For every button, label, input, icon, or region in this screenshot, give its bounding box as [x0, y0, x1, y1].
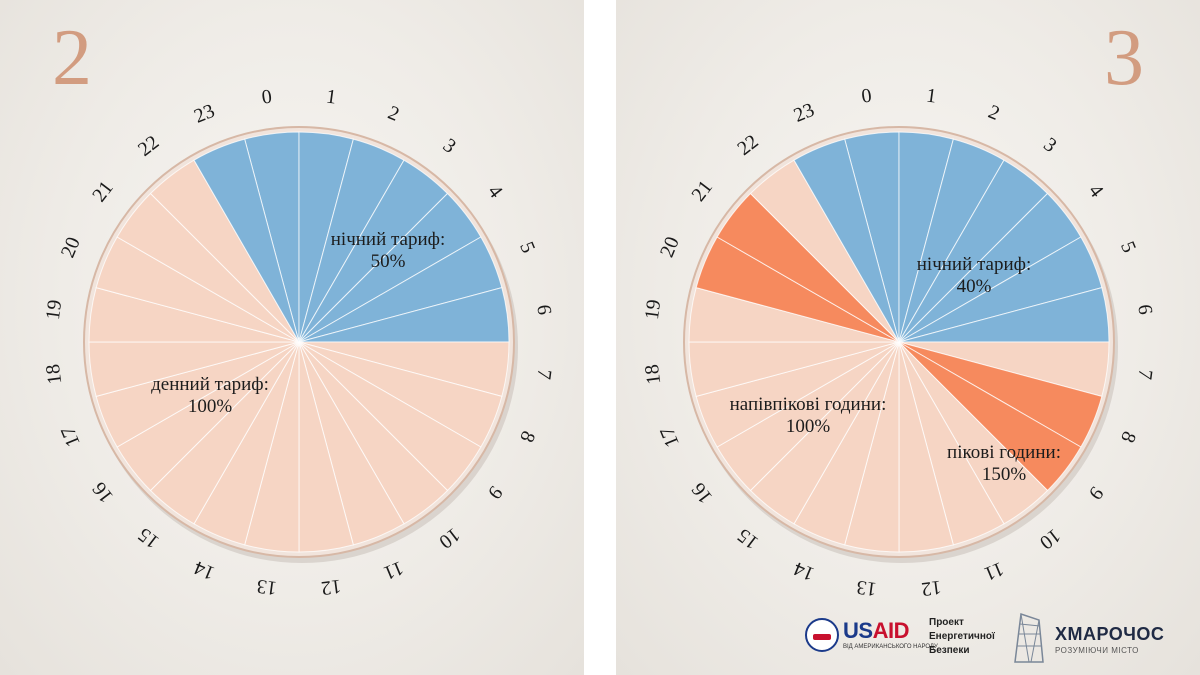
hour-label-20: 20	[656, 234, 684, 261]
hour-label-11: 11	[380, 556, 406, 584]
brand-subtitle: РОЗУМІЮЧИ МІСТО	[1055, 646, 1139, 655]
hour-label-12: 12	[920, 576, 943, 600]
slice-label-title: напівпікові години:	[730, 394, 887, 415]
hour-label-18: 18	[641, 363, 665, 386]
usaid-seal-icon	[805, 618, 839, 652]
hour-label-17: 17	[57, 423, 85, 450]
slice-label-title: денний тариф:	[151, 374, 269, 395]
hour-label-21: 21	[687, 176, 717, 205]
pie-chart-right: 0 1234567891011121314151617181920212223ні…	[641, 85, 1157, 601]
panel-number: 3	[1104, 14, 1144, 102]
chart-panel-right: 3 0 1 2 3 4 5 6 7 8 9 10 11 12 13 14 15 16 17 18 19 20 21 22 23…	[616, 0, 1200, 675]
slice-label-value: 50%	[371, 251, 406, 272]
hour-label-9: 9	[483, 482, 507, 503]
hour-label-14: 14	[791, 557, 818, 585]
slice-label-value: 100%	[786, 416, 831, 437]
hour-label-8: 8	[1116, 428, 1140, 446]
usaid-subtitle: ВІД АМЕРИКАНСЬКОГО НАРОДУ	[843, 644, 938, 650]
hour-label-2: 2	[385, 102, 403, 126]
slice-label-value: 150%	[982, 464, 1027, 485]
slice-label-title: нічний тариф:	[331, 229, 445, 250]
hour-label-8: 8	[515, 428, 539, 446]
hour-label-20: 20	[57, 234, 85, 261]
hour-label-16: 16	[687, 478, 717, 507]
hour-label-7: 7	[532, 368, 555, 381]
project-name: Проект Енергетичної Безпеки	[929, 617, 995, 656]
hour-label-6: 6	[1133, 303, 1156, 316]
hour-label-5: 5	[515, 239, 539, 257]
pie-slice-hour-23	[793, 138, 900, 343]
hour-label-1: 1	[925, 85, 938, 108]
hour-label-9: 9	[1084, 482, 1108, 503]
panel-number: 2	[52, 14, 92, 102]
hour-label-17: 17	[656, 423, 684, 450]
hour-label-5: 5	[1116, 238, 1140, 256]
hour-label-13: 13	[855, 576, 878, 600]
hour-label-4: 4	[1084, 180, 1108, 201]
slice-label-title: пікові години:	[947, 442, 1061, 463]
panel-divider	[584, 0, 616, 675]
hour-label-0: 0	[860, 85, 873, 108]
footer-logos: USAID ВІД АМЕРИКАНСЬКОГО НАРОДУ Проект Е…	[805, 606, 1185, 668]
hour-label-23: 23	[791, 99, 818, 127]
hour-label-10: 10	[435, 523, 464, 553]
hour-label-14: 14	[191, 556, 218, 584]
hour-label-19: 19	[641, 298, 665, 321]
hour-label-21: 21	[88, 177, 118, 206]
hour-label-10: 10	[1035, 524, 1064, 554]
hour-label-12: 12	[320, 575, 343, 599]
hour-label-18: 18	[42, 363, 66, 386]
slice-label-value: 40%	[957, 276, 992, 297]
hour-label-3: 3	[439, 134, 460, 158]
hour-label-19: 19	[42, 298, 66, 321]
hour-label-15: 15	[134, 523, 163, 553]
hour-label-2: 2	[985, 101, 1003, 125]
hour-label-23: 23	[191, 100, 218, 128]
hour-label-6: 6	[532, 303, 555, 316]
hour-label-16: 16	[88, 478, 118, 507]
hour-label-11: 11	[981, 557, 1007, 585]
slice-label-value: 100%	[188, 396, 233, 417]
skyscraper-icon	[1014, 612, 1044, 663]
slice-label-title: нічний тариф:	[917, 254, 1031, 275]
hour-label-3: 3	[1039, 133, 1060, 157]
hour-label-13: 13	[255, 575, 278, 599]
hour-label-22: 22	[733, 130, 762, 160]
brand-name: ХМАРОЧОС	[1055, 624, 1165, 644]
pie-slice-hour-23	[193, 138, 300, 343]
hour-label-7: 7	[1133, 368, 1156, 381]
hour-label-0: 0	[260, 86, 273, 109]
hour-label-1: 1	[325, 86, 338, 109]
usaid-logo: USAID	[843, 618, 909, 643]
hour-label-4: 4	[483, 181, 507, 202]
pie-chart-left: 0 1234567891011121314151617181920212223ні…	[42, 86, 556, 600]
chart-panel-left: 2 0 1 2 3 4 5 6 7 8 9 10 11 12 13 14 15 16 17 18 19 20 21 22 23…	[0, 0, 584, 675]
hour-label-15: 15	[733, 524, 762, 554]
hour-label-22: 22	[134, 131, 163, 161]
